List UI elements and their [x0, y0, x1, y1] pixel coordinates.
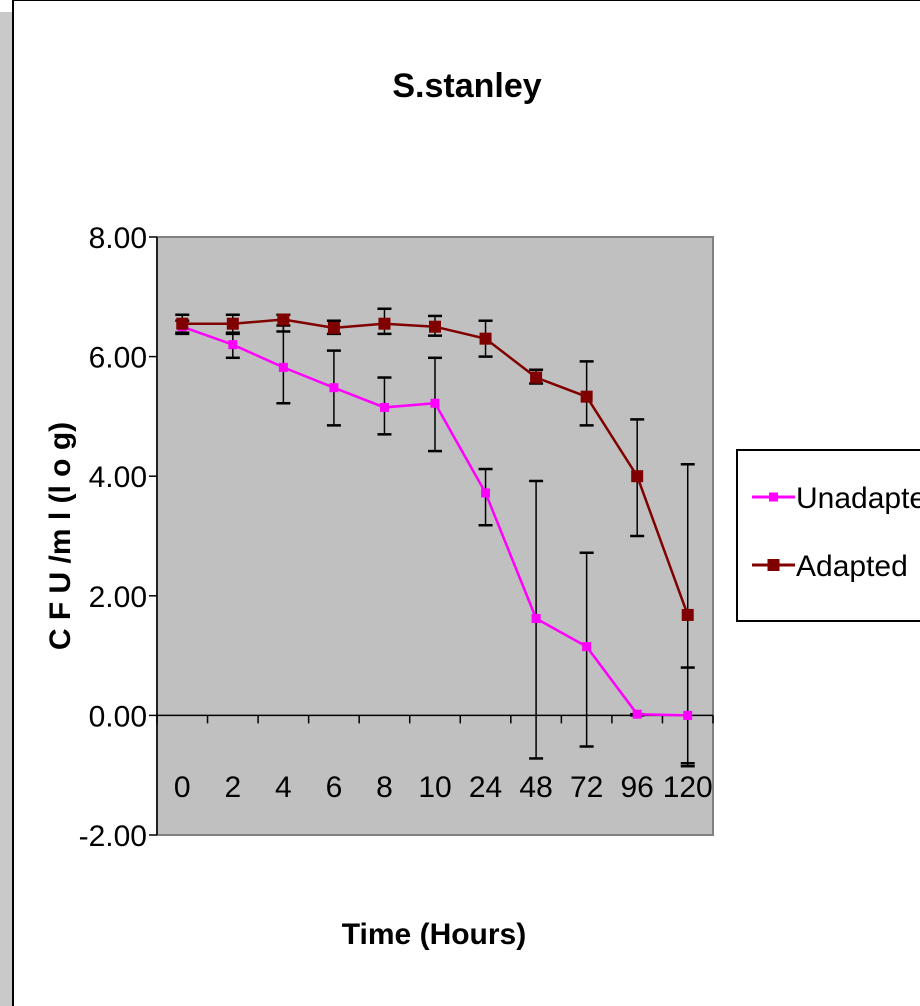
x-tick-label: 4: [275, 771, 292, 804]
x-tick-label: 2: [224, 771, 241, 804]
data-point-unadapted: [379, 402, 389, 412]
data-point-unadapted: [683, 710, 693, 720]
x-tick-label: 0: [174, 771, 191, 804]
data-point-adapted: [580, 390, 593, 403]
y-tick-label: -2.00: [79, 820, 147, 853]
data-point-adapted: [277, 313, 290, 326]
data-point-adapted: [530, 371, 543, 384]
data-point-unadapted: [329, 383, 339, 393]
legend-marker: [767, 559, 780, 571]
x-tick-label: 48: [519, 771, 552, 804]
data-point-unadapted: [430, 398, 440, 408]
y-axis-label: C F U /m l (l o g): [44, 422, 77, 650]
x-tick-label: 10: [418, 771, 451, 804]
data-point-unadapted: [228, 340, 238, 350]
data-point-adapted: [226, 317, 239, 330]
data-point-adapted: [429, 320, 441, 333]
legend-label: Unadapted: [796, 482, 920, 515]
data-point-adapted: [378, 317, 391, 330]
x-tick-label: 72: [570, 771, 603, 804]
x-tick-label: 6: [326, 771, 343, 804]
legend-box: [736, 449, 920, 622]
y-tick-label: 4.00: [89, 461, 147, 494]
x-tick-label: 96: [620, 771, 653, 804]
legend-label: Adapted: [796, 550, 908, 583]
data-point-adapted: [479, 332, 492, 345]
y-tick-label: 6.00: [89, 342, 147, 375]
y-axis: 8.00 6.00 4.00 2.00 0.00 -2.00: [79, 222, 158, 853]
legend-entry-unadapted: Unadapted: [752, 482, 920, 515]
data-point-unadapted: [582, 642, 592, 652]
x-axis-label: Time (Hours): [342, 918, 526, 951]
chart-title: S.stanley: [392, 67, 541, 105]
x-tick-label: 24: [469, 771, 502, 804]
y-tick-label: 2.00: [89, 581, 147, 614]
y-tick-label: 8.00: [89, 222, 147, 255]
data-point-unadapted: [278, 362, 288, 372]
data-point-unadapted: [632, 709, 642, 719]
legend-entry-adapted: Adapted: [752, 550, 908, 583]
legend-marker: [769, 492, 778, 502]
x-tick-label: 8: [376, 771, 393, 804]
x-tick-label: 120: [663, 771, 713, 804]
data-point-adapted: [327, 321, 340, 334]
data-point-unadapted: [481, 488, 491, 498]
data-point-adapted: [681, 608, 694, 621]
data-point-adapted: [176, 317, 189, 330]
y-tick-label: 0.00: [89, 700, 147, 733]
legend: Unadapted Adapted: [736, 449, 920, 622]
data-point-unadapted: [531, 614, 541, 624]
series-markers: [176, 313, 694, 720]
data-point-adapted: [631, 470, 644, 483]
x-axis: 0 2 4 6 8 10 24 48 72 96 120: [156, 714, 714, 804]
